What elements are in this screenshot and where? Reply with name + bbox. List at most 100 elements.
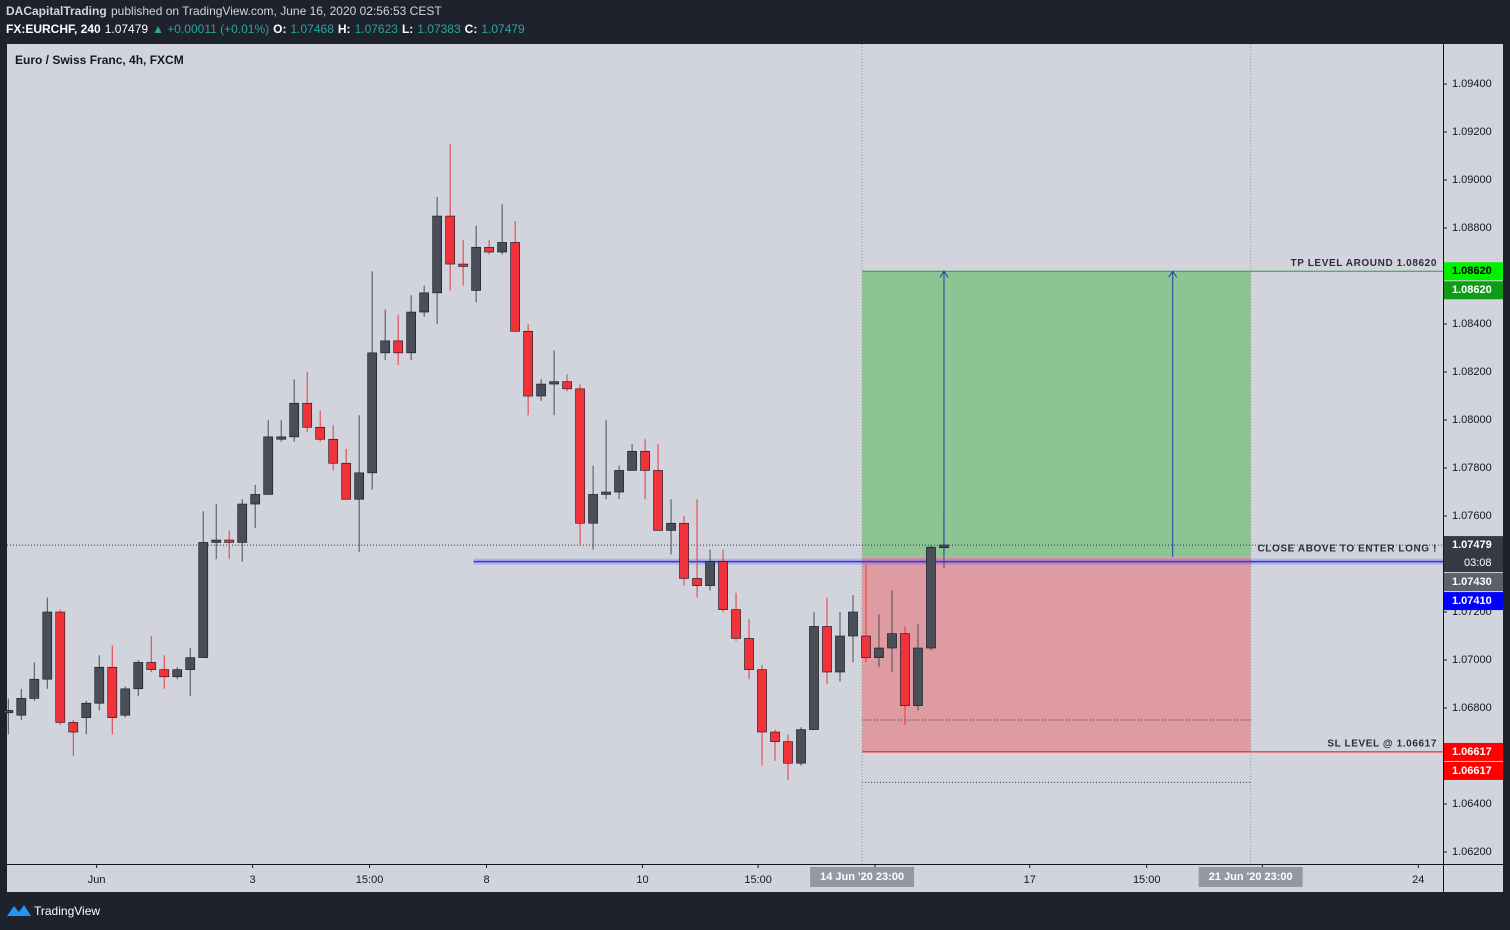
date-label: 21 Jun '20 23:00 [1209,871,1293,883]
footer-logo [7,905,31,916]
candle-body [250,494,261,505]
candle-body [289,402,300,438]
y-tick-label: 1.08400 [1452,318,1492,330]
x-tick-label: 8 [483,874,489,886]
price-label: 1.08620 [1452,284,1492,296]
candle-body [419,292,430,313]
candle-body [120,688,131,716]
candle-body [588,494,598,524]
candle-body [185,657,196,670]
price-label-bg [1444,536,1503,573]
symbol-line: FX:EURCHF, 240 1.07479 ▲ +0.00011 (+0.01%)… [6,22,525,36]
candle-body [549,381,559,385]
symbol-info: 1.07479 [481,22,525,36]
candle-body [276,436,287,440]
price-label: 1.08620 [1452,265,1492,277]
candle-body [133,662,144,690]
candle-body [536,383,546,397]
candle-body [81,702,92,718]
symbol-info: H: [338,22,351,36]
footer-brand: TradingView [34,904,100,918]
x-tick-label: 15:00 [744,874,772,886]
date-label-bg [810,867,915,887]
candle-body [16,698,27,716]
candle-body [68,722,79,733]
price-label: 1.07479 [1452,539,1492,551]
plot: TP LEVEL AROUND 1.08620 CLOSE ABOVE TO EN… [3,44,1443,864]
candle-body [770,731,780,742]
candle-body [666,522,676,531]
candle-body [393,340,404,354]
annotation: SL LEVEL @ 1.06617 [1327,739,1437,750]
y-tick-label: 1.08200 [1452,366,1492,378]
candle-body [380,340,391,354]
chart-background [7,44,1503,892]
candle-body [796,729,806,764]
price-label-bg [1444,281,1503,300]
candle-body [705,561,715,586]
candle-body [172,669,183,678]
candle-body [614,470,624,493]
candle-body [445,215,455,265]
annotation: CLOSE ABOVE TO ENTER LONG ! [1257,543,1437,554]
countdown: 03:08 [1464,557,1492,569]
candle-body [874,647,884,658]
axes: 1.062001.064001.066001.068001.070001.072… [88,78,1503,887]
candle-body [575,388,585,524]
candle-body [757,669,767,733]
candle-body [848,611,858,637]
candle-body [29,678,40,699]
date-label: 14 Jun '20 23:00 [820,871,904,883]
candle-body [302,402,313,428]
price-label-bg [1444,742,1503,761]
candle-body [224,539,235,543]
candle-body [159,669,170,678]
y-tick-label: 1.08000 [1452,414,1492,426]
symbol-info: 1.07479 [105,22,149,36]
price-label-bg [1444,592,1503,611]
candle-body [497,242,507,253]
candle-body [601,491,611,495]
candle-body [315,426,326,440]
candle-body [3,710,14,714]
candle-body [432,215,442,294]
x-tick-label: 15:00 [356,874,384,886]
candle-body [328,438,339,464]
chart-title: Euro / Swiss Franc, 4h, FXCM [15,53,184,67]
date-label-bg [1198,867,1303,887]
price-label: 1.06617 [1452,765,1492,777]
x-tick-label: 15:00 [1133,874,1161,886]
candle-body [822,626,832,673]
candle-body [913,647,923,706]
candle-body [783,741,793,764]
y-tick-label: 1.06400 [1452,798,1492,810]
candle-body [484,246,494,253]
candle-body [679,522,689,579]
symbol-info: 1.07383 [417,22,461,36]
candle-body [471,246,481,291]
symbol-info: FX:EURCHF, 240 [6,22,101,36]
symbol-info: ▲ +0.00011 (+0.01%) [152,22,269,36]
candle-body [341,462,352,500]
arrow-head [1168,270,1178,278]
candle-body [458,263,468,267]
candle-body [861,635,871,658]
y-tick-label: 1.06200 [1452,846,1492,858]
price-label-bg [1444,761,1503,780]
y-tick-label: 1.07600 [1452,510,1492,522]
y-tick-label: 1.07000 [1452,654,1492,666]
candle-body [55,611,66,723]
arrow-head [939,270,949,278]
x-tick-label: Jun [88,874,106,886]
candle-body [510,242,520,332]
candle-body [523,330,533,397]
candle-body [367,352,378,474]
candle-body [237,503,248,543]
candle-body [42,611,53,680]
candle-body [107,666,118,718]
candle-body [94,666,105,704]
candle-body [809,626,819,730]
candle-body [198,542,209,658]
y-tick-label: 1.06800 [1452,702,1492,714]
